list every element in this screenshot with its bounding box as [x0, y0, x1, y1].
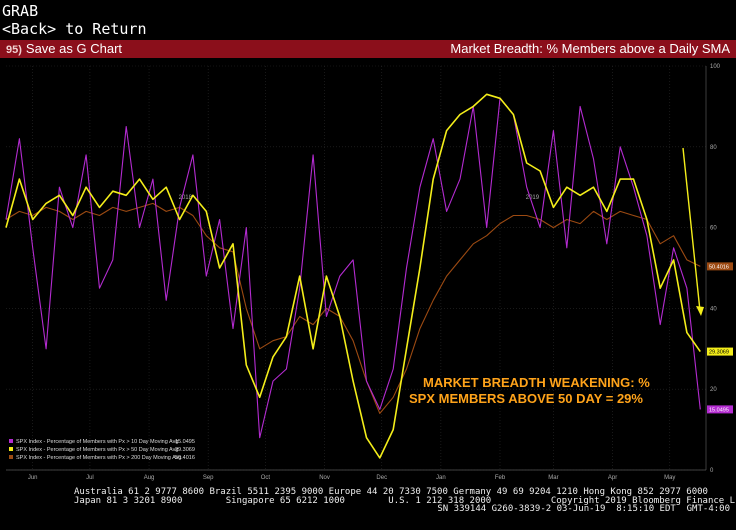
y-tick-label: 20 [710, 387, 717, 393]
save-as-g-chart-label: Save as G Chart [25, 41, 123, 56]
x-tick-label: Apr [608, 475, 617, 481]
x-tick-label: Aug [144, 475, 155, 481]
back-to-return-link[interactable]: <Back> to Return [2, 20, 147, 38]
footer-contacts-line1: Australia 61 2 9777 8600 Brazil 5511 239… [74, 487, 708, 497]
series-line-3 [5, 202, 701, 414]
series-line-1 [5, 97, 701, 439]
last-value-text: 50.4016 [709, 264, 729, 270]
footer-timestamp: SN 339144 G260-3839-2 03-Jun-19 8:15:10 … [437, 504, 730, 514]
x-tick-label: Jun [28, 475, 38, 481]
last-value-text: 15.0495 [709, 407, 729, 413]
year-tick-label: 2019 [526, 195, 540, 201]
legend-swatch [9, 439, 13, 443]
x-tick-label: Sep [203, 475, 214, 481]
save-as-g-chart-button[interactable]: 95) Save as G Chart [6, 41, 122, 58]
axes: 0 20 40 60 80 100 Jun Jul Aug Sep Oct Nov Dec Jan Feb M… [6, 64, 721, 481]
legend-value: 50.4016 [175, 455, 195, 461]
footer-contacts-line2: Japan 81 3 3201 8900 Singapore 65 6212 1… [74, 496, 736, 506]
legend-entry: SPX Index - Percentage of Members with P… [16, 447, 178, 453]
last-value-tag [707, 347, 733, 356]
y-tick-label: 100 [710, 64, 721, 70]
series-line-2 [5, 93, 701, 459]
legend-swatch [9, 447, 13, 451]
chart-title: Market Breadth: % Members above a Daily … [450, 41, 730, 56]
annotation-arrow-shaft [682, 147, 701, 312]
y-tick-label: 60 [710, 226, 717, 232]
x-tick-label: Nov [319, 475, 330, 481]
y-tick-label: 40 [710, 306, 717, 312]
series-lines [5, 93, 701, 459]
market-breadth-chart[interactable]: 0 20 40 60 80 100 Jun Jul Aug Sep Oct Nov Dec Jan Feb M… [0, 58, 736, 483]
last-value-labels: 15.0495 29.3069 50.4016 [707, 262, 733, 414]
annotation-arrow-head [696, 306, 704, 316]
x-tick-label: Jan [436, 475, 446, 481]
annotation-line-2: SPX MEMBERS ABOVE 50 DAY = 29% [409, 391, 643, 406]
y-tick-label: 80 [710, 145, 717, 151]
x-tick-label: Jul [86, 475, 94, 481]
x-tick-label: Feb [495, 475, 506, 481]
y-tick-label: 0 [710, 468, 714, 474]
x-tick-label: Oct [261, 475, 271, 481]
legend: SPX Index - Percentage of Members with P… [9, 439, 195, 461]
x-tick-label: May [664, 475, 675, 481]
legend-value: 15.0495 [175, 439, 195, 445]
terminal-command-area: GRAB <Back> to Return [0, 0, 736, 40]
x-tick-label: Dec [376, 475, 387, 481]
x-tick-label: Mar [548, 475, 558, 481]
legend-entry: SPX Index - Percentage of Members with P… [16, 455, 181, 461]
year-tick-label: 2018 [179, 195, 193, 201]
legend-entry: SPX Index - Percentage of Members with P… [16, 439, 178, 445]
last-value-tag [707, 405, 733, 414]
chart-save-icon: 95) [6, 44, 22, 56]
chart-toolbar [0, 40, 736, 58]
annotation-line-1: MARKET BREADTH WEAKENING: % [423, 375, 650, 390]
command-line[interactable]: GRAB [2, 2, 39, 20]
legend-swatch [9, 455, 13, 459]
chart-background [0, 58, 736, 483]
last-value-text: 29.3069 [709, 350, 729, 356]
legend-value: 29.3069 [175, 447, 195, 453]
last-value-tag [707, 262, 733, 271]
annotation: MARKET BREADTH WEAKENING: %SPX MEMBERS A… [409, 147, 704, 406]
